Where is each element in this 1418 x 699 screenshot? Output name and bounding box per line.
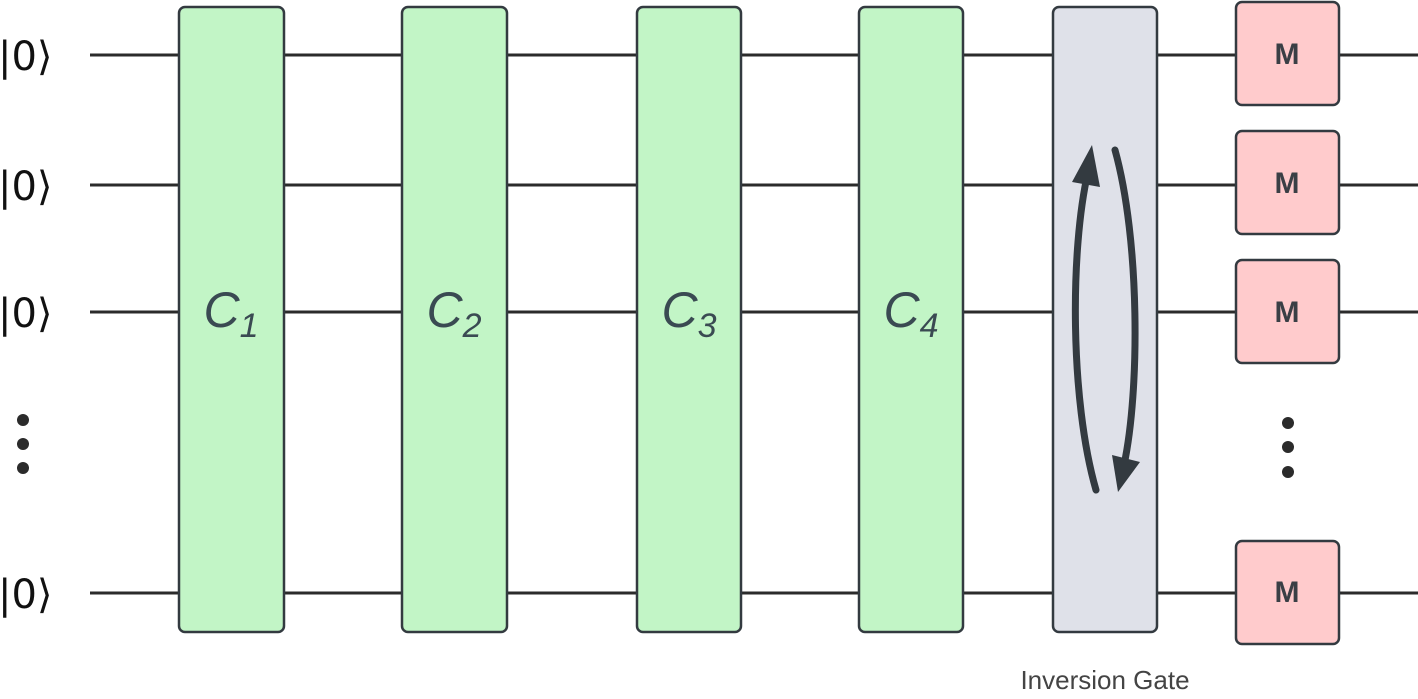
vertical-ellipsis-icon-right [1282,417,1294,478]
measurement-1: M [1234,0,1341,107]
qubit-label-4: |0⟩ [0,572,53,618]
gate-c3-label: C3 [661,282,716,345]
measurement-4: M [1234,539,1341,646]
qubit-labels: |0⟩ |0⟩ |0⟩ |0⟩ [0,34,53,618]
qubit-wires [90,53,1418,595]
qubit-label-1: |0⟩ [0,34,53,80]
gate-c1-label: C1 [203,282,258,345]
cycle-arrows-icon [1071,145,1140,494]
vertical-ellipsis-icon [17,414,29,474]
inversion-gate-caption: Inversion Gate [1020,665,1189,695]
measurement-1-label: M [1275,38,1300,71]
gate-c4: C4 [857,5,965,634]
measurement-4-label: M [1275,576,1300,609]
gate-c3: C3 [635,5,743,634]
measurement-2: M [1234,129,1341,236]
gate-c1: C1 [177,5,286,634]
inversion-gate: Inversion Gate [1020,5,1190,695]
measurement-3-label: M [1275,296,1300,329]
qubit-label-3: |0⟩ [0,291,53,337]
gate-c4-label: C4 [883,282,938,345]
gate-c2-label: C2 [426,282,481,345]
gate-c2: C2 [400,5,509,634]
measurement-2-label: M [1275,167,1300,200]
qubit-label-2: |0⟩ [0,164,53,210]
measurement-3: M [1234,258,1341,365]
